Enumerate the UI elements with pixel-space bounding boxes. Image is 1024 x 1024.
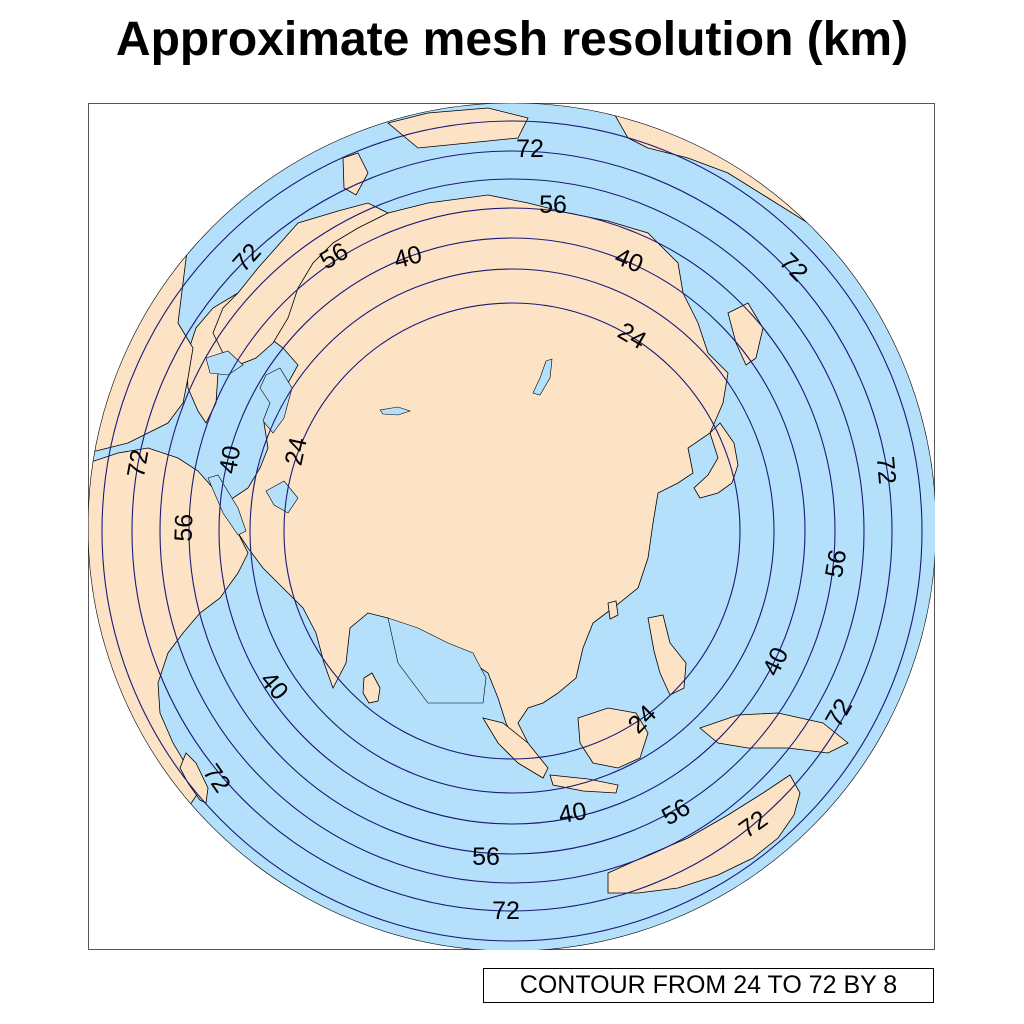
black-sea xyxy=(205,350,244,376)
contour-label: 24 xyxy=(280,435,313,468)
land-kamchatka xyxy=(727,302,764,366)
land-europe xyxy=(212,202,389,366)
persian-gulf xyxy=(265,480,299,514)
map-title: Approximate mesh resolution (km) xyxy=(115,13,909,66)
contour-72 xyxy=(101,120,923,942)
contour-label: 56 xyxy=(472,843,500,871)
caspian-sea xyxy=(259,367,293,434)
contour-label: 72 xyxy=(871,455,901,485)
land-sumatra xyxy=(482,717,549,779)
contour-40 xyxy=(218,237,806,825)
land-taiwan xyxy=(607,600,619,620)
land-java xyxy=(549,774,619,794)
contour-label: 56 xyxy=(170,513,199,542)
contour-label: 40 xyxy=(556,797,588,829)
contour-lines xyxy=(101,120,923,942)
contour-label: 56 xyxy=(820,547,852,579)
contour-24 xyxy=(283,302,741,760)
lake-balkhash xyxy=(379,406,411,416)
contour-label: 56 xyxy=(539,191,567,219)
land-madagascar xyxy=(179,752,209,804)
contour-label: 72 xyxy=(492,897,520,925)
land-borneo xyxy=(577,707,649,769)
contour-label: 72 xyxy=(516,135,544,163)
contour-32 xyxy=(249,268,775,794)
land-philippines xyxy=(647,614,687,696)
contour-label: 72 xyxy=(122,447,154,479)
red-sea xyxy=(207,474,247,536)
map-canvas: 72 56 72 56 40 40 72 24 72 40 24 72 56 5… xyxy=(88,103,935,950)
land-new-guinea xyxy=(699,712,849,754)
contour-label: 40 xyxy=(214,443,246,475)
land-sri-lanka xyxy=(362,672,381,704)
contour-48 xyxy=(188,207,836,855)
contour-64 xyxy=(131,150,893,912)
land-novaya-zemlya xyxy=(342,152,369,196)
land-japan xyxy=(693,422,739,499)
contour-56 xyxy=(159,178,865,884)
land-australia xyxy=(607,774,801,894)
bay-of-bengal xyxy=(387,617,487,704)
lake-baikal xyxy=(532,358,553,396)
contour-info-label: CONTOUR FROM 24 TO 72 BY 8 xyxy=(483,968,934,1003)
land-arctic-islands xyxy=(387,107,529,149)
